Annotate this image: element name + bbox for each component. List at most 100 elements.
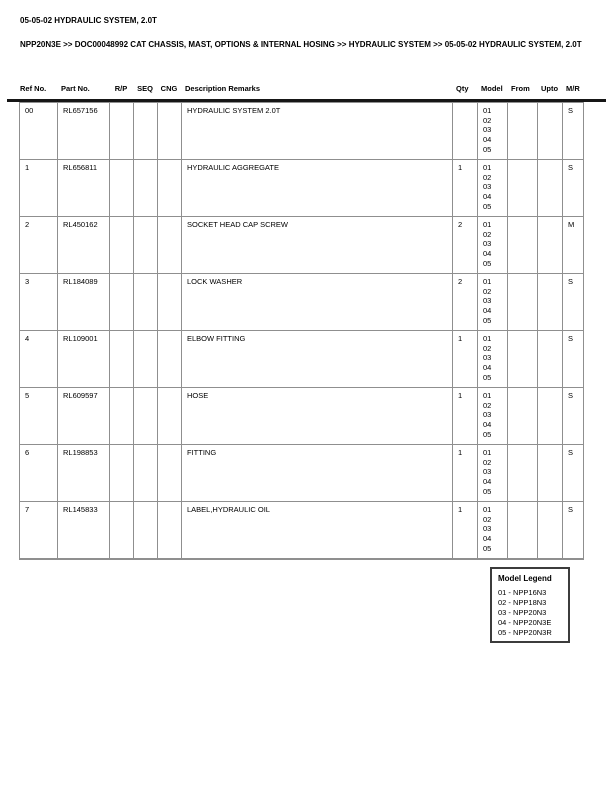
cell-mr: S	[562, 102, 584, 160]
cell-upto	[537, 501, 563, 560]
cell-description: HOSE	[181, 387, 453, 445]
cell-qty: 2	[452, 273, 478, 331]
cell-upto	[537, 444, 563, 502]
col-header-ref-no: Ref No.	[20, 84, 47, 93]
cell-seq	[133, 159, 158, 217]
cell-description: ELBOW FITTING	[181, 330, 453, 388]
table-row: 7 RL145833 LABEL,HYDRAULIC OIL 1 01 02 03 0…	[19, 501, 584, 560]
cell-from	[507, 501, 538, 560]
header-rule	[7, 99, 606, 102]
cell-qty: 1	[452, 330, 478, 388]
cell-from	[507, 387, 538, 445]
cell-qty: 1	[452, 159, 478, 217]
cell-models: 01 02 03 04 05	[477, 501, 508, 560]
col-header-upto: Upto	[541, 84, 559, 93]
table-row: 1 RL656811 HYDRAULIC AGGREGATE 1 01 02 03 0…	[19, 159, 584, 217]
cell-seq	[133, 216, 158, 274]
cell-rp	[109, 501, 134, 560]
col-header-mr: M/R	[566, 84, 580, 93]
cell-cng	[157, 273, 182, 331]
cell-description: SOCKET HEAD CAP SCREW	[181, 216, 453, 274]
cell-seq	[133, 501, 158, 560]
cell-models: 01 02 03 04 05	[477, 102, 508, 160]
cell-part-no: RL609597	[57, 387, 110, 445]
cell-ref-no: 2	[19, 216, 58, 274]
table-row: 6 RL198853 FITTING 1 01 02 03 04 05 S	[19, 444, 584, 502]
cell-models: 01 02 03 04 05	[477, 444, 508, 502]
cell-mr: S	[562, 387, 584, 445]
table-row: 4 RL109001 ELBOW FITTING 1 01 02 03 04 05 S	[19, 330, 584, 388]
cell-from	[507, 159, 538, 217]
cell-from	[507, 273, 538, 331]
cell-seq	[133, 330, 158, 388]
cell-rp	[109, 387, 134, 445]
cell-ref-no: 3	[19, 273, 58, 331]
cell-cng	[157, 330, 182, 388]
table-row: 5 RL609597 HOSE 1 01 02 03 04 05 S	[19, 387, 584, 445]
cell-ref-no: 5	[19, 387, 58, 445]
parts-table-column-headers: Ref No. Part No. R/P SEQ CNG Description…	[19, 84, 583, 96]
table-row: 3 RL184089 LOCK WASHER 2 01 02 03 04 05 S	[19, 273, 584, 331]
col-header-seq: SEQ	[137, 84, 153, 93]
parts-table: 00 RL657156 HYDRAULIC SYSTEM 2.0T 01 02 03…	[19, 102, 584, 560]
cell-ref-no: 7	[19, 501, 58, 560]
col-header-rp: R/P	[114, 84, 128, 93]
cell-ref-no: 4	[19, 330, 58, 388]
cell-mr: S	[562, 501, 584, 560]
cell-from	[507, 330, 538, 388]
cell-rp	[109, 159, 134, 217]
cell-upto	[537, 102, 563, 160]
cell-seq	[133, 273, 158, 331]
cell-upto	[537, 216, 563, 274]
cell-description: LOCK WASHER	[181, 273, 453, 331]
cell-cng	[157, 216, 182, 274]
cell-qty	[452, 102, 478, 160]
column-header-row: Ref No. Part No. R/P SEQ CNG Description…	[19, 84, 583, 96]
model-legend-item: 03 - NPP20N3	[498, 608, 547, 617]
cell-qty: 1	[452, 387, 478, 445]
model-legend-title: Model Legend	[498, 574, 552, 583]
page-title: 05-05-02 HYDRAULIC SYSTEM, 2.0T	[20, 16, 157, 25]
cell-upto	[537, 273, 563, 331]
cell-from	[507, 102, 538, 160]
cell-ref-no: 00	[19, 102, 58, 160]
cell-description: HYDRAULIC AGGREGATE	[181, 159, 453, 217]
col-header-model: Model	[481, 84, 503, 93]
col-header-from: From	[511, 84, 530, 93]
table-row: 2 RL450162 SOCKET HEAD CAP SCREW 2 01 02 0…	[19, 216, 584, 274]
model-legend-item: 04 - NPP20N3E	[498, 618, 552, 627]
cell-upto	[537, 330, 563, 388]
cell-mr: S	[562, 273, 584, 331]
cell-part-no: RL656811	[57, 159, 110, 217]
col-header-qty: Qty	[456, 84, 469, 93]
cell-rp	[109, 102, 134, 160]
cell-models: 01 02 03 04 05	[477, 330, 508, 388]
cell-ref-no: 1	[19, 159, 58, 217]
cell-description: LABEL,HYDRAULIC OIL	[181, 501, 453, 560]
cell-mr: S	[562, 444, 584, 502]
cell-part-no: RL109001	[57, 330, 110, 388]
cell-mr: S	[562, 159, 584, 217]
cell-rp	[109, 273, 134, 331]
cell-models: 01 02 03 04 05	[477, 387, 508, 445]
col-header-description: Description Remarks	[185, 84, 261, 93]
cell-cng	[157, 387, 182, 445]
cell-from	[507, 216, 538, 274]
cell-part-no: RL450162	[57, 216, 110, 274]
breadcrumb: NPP20N3E >> DOC00048992 CAT CHASSIS, MAS…	[20, 40, 582, 49]
cell-upto	[537, 159, 563, 217]
cell-upto	[537, 387, 563, 445]
cell-cng	[157, 102, 182, 160]
cell-description: HYDRAULIC SYSTEM 2.0T	[181, 102, 453, 160]
cell-qty: 2	[452, 216, 478, 274]
parts-table-body: 00 RL657156 HYDRAULIC SYSTEM 2.0T 01 02 03…	[19, 102, 584, 560]
col-header-cng: CNG	[160, 84, 178, 93]
col-header-part-no: Part No.	[61, 84, 90, 93]
cell-models: 01 02 03 04 05	[477, 159, 508, 217]
cell-part-no: RL198853	[57, 444, 110, 502]
cell-part-no: RL184089	[57, 273, 110, 331]
cell-part-no: RL657156	[57, 102, 110, 160]
cell-qty: 1	[452, 444, 478, 502]
cell-rp	[109, 330, 134, 388]
